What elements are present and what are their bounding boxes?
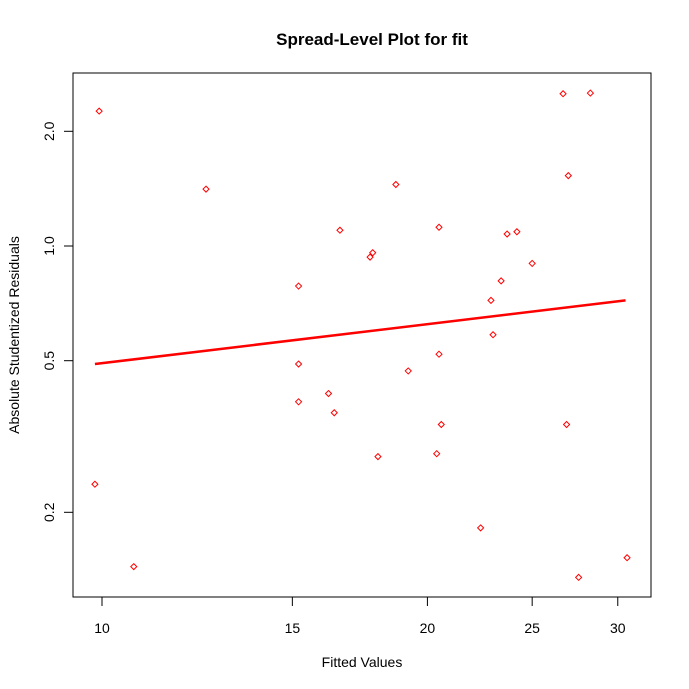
data-point	[562, 420, 571, 429]
data-point	[366, 253, 374, 261]
x-tick-label: 10	[94, 620, 110, 636]
data-point	[130, 562, 138, 571]
data-point	[559, 90, 567, 98]
plot-frame	[72, 72, 652, 598]
data-point	[330, 409, 338, 417]
data-point	[294, 398, 303, 406]
data-point	[202, 185, 210, 193]
y-tick-label: 0.2	[41, 502, 57, 522]
data-point	[392, 180, 400, 189]
y-axis: 0.2 0.5 1.0 2.0	[41, 121, 73, 522]
data-point	[374, 452, 382, 461]
y-tick-label: 0.5	[41, 351, 57, 371]
data-point	[528, 259, 536, 268]
data-point	[513, 228, 521, 236]
data-point	[586, 89, 595, 97]
data-point	[433, 449, 441, 458]
data-point	[95, 107, 103, 115]
data-point	[437, 420, 445, 429]
data-point	[435, 350, 443, 358]
data-point	[324, 389, 333, 398]
x-axis-label: Fitted Values	[322, 654, 403, 670]
data-point	[336, 226, 344, 234]
data-point	[574, 573, 583, 582]
data-point	[404, 367, 412, 375]
y-axis-label: Absolute Studentized Residuals	[6, 236, 22, 434]
x-axis: 10 15 20 25 30	[94, 597, 626, 636]
chart-title: Spread-Level Plot for fit	[276, 30, 468, 49]
data-point	[91, 480, 99, 488]
data-point	[623, 554, 631, 562]
data-point	[368, 249, 377, 257]
data-point	[435, 223, 443, 231]
data-point	[476, 524, 485, 532]
data-point	[564, 171, 573, 180]
fit-line	[94, 299, 626, 366]
x-tick-label: 20	[420, 620, 436, 636]
data-points	[91, 89, 631, 582]
data-point	[294, 360, 303, 368]
x-tick-label: 15	[285, 620, 301, 636]
data-point	[487, 296, 495, 305]
x-tick-label: 25	[524, 620, 540, 636]
y-tick-label: 1.0	[41, 236, 57, 256]
data-point	[503, 230, 511, 238]
data-point	[489, 331, 497, 339]
x-tick-label: 30	[610, 620, 626, 636]
data-point	[497, 277, 505, 285]
data-point	[294, 282, 303, 290]
y-tick-label: 2.0	[41, 121, 57, 141]
